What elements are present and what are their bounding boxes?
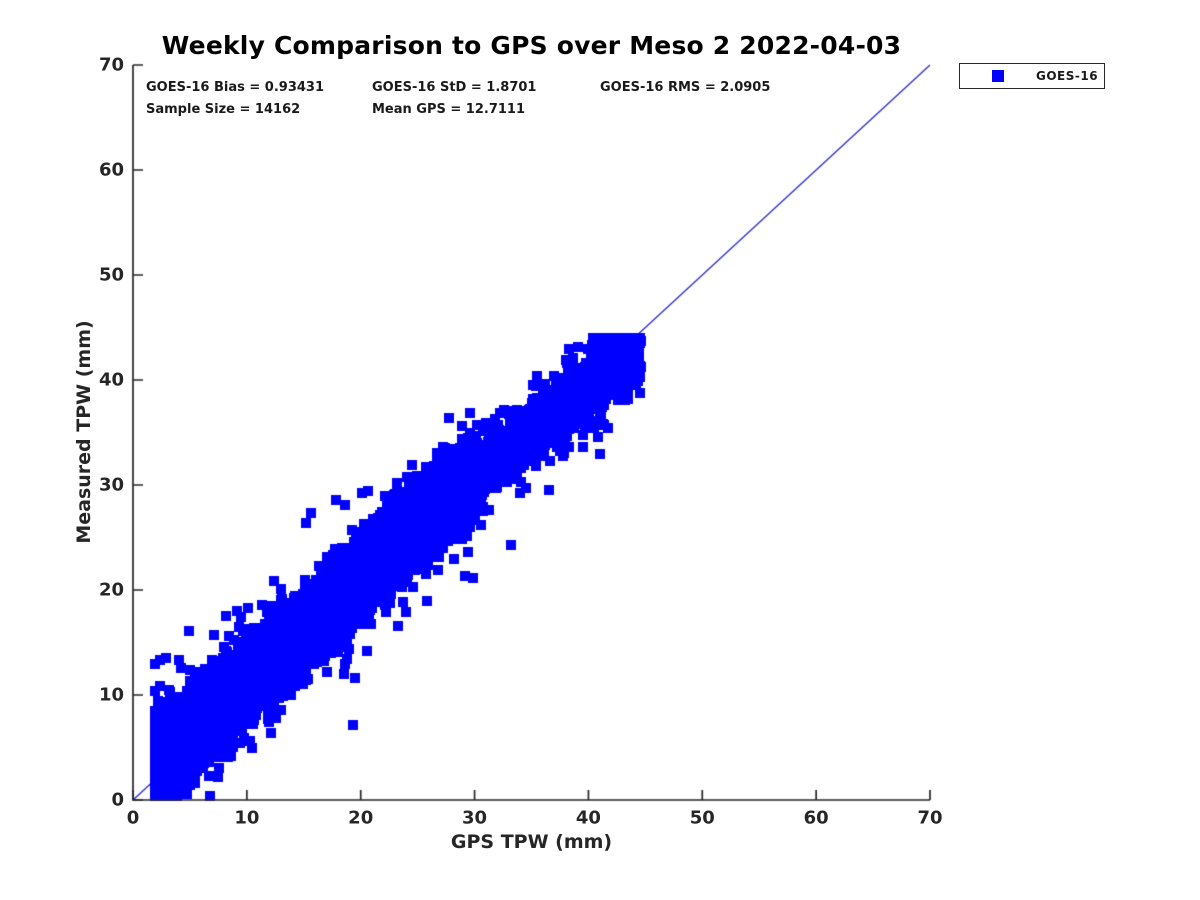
legend: GOES-16	[959, 63, 1105, 89]
chart-title: Weekly Comparison to GPS over Meso 2 202…	[161, 31, 902, 60]
y-tick-label: 30	[98, 474, 124, 496]
y-tick-label: 0	[111, 789, 124, 811]
legend-square-marker-icon	[992, 70, 1004, 82]
x-tick-label: 10	[234, 807, 260, 829]
y-tick-label: 60	[98, 159, 124, 181]
x-tick-label: 50	[689, 807, 715, 829]
y-tick-label: 10	[98, 684, 124, 706]
x-tick-label: 70	[917, 807, 943, 829]
x-tick-label: 20	[348, 807, 374, 829]
x-tick-label: 30	[462, 807, 488, 829]
y-tick-label: 70	[98, 54, 124, 76]
x-tick-label: 0	[126, 807, 140, 829]
y-tick-label: 50	[98, 264, 124, 286]
x-axis-label: GPS TPW (mm)	[450, 831, 613, 853]
y-tick-label: 20	[98, 579, 124, 601]
x-tick-label: 40	[575, 807, 601, 829]
x-tick-label: 60	[803, 807, 829, 829]
legend-series-label: GOES-16	[1036, 69, 1099, 83]
stat-sample-size: Sample Size = 14162	[146, 102, 301, 117]
stat-mean-gps: Mean GPS = 12.7111	[372, 102, 526, 117]
y-axis-label: Measured TPW (mm)	[73, 320, 95, 544]
y-tick-label: 40	[98, 369, 124, 391]
stat-bias: GOES-16 Bias = 0.93431	[146, 80, 325, 95]
stat-rms: GOES-16 RMS = 2.0905	[600, 80, 771, 95]
stat-std: GOES-16 StD = 1.8701	[372, 80, 537, 95]
